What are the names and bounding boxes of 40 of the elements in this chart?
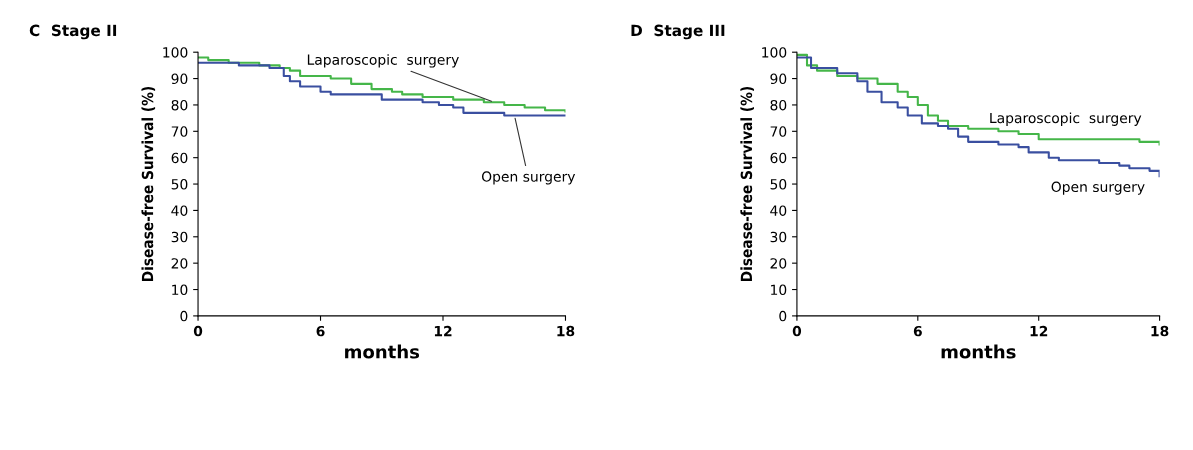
x-tick-label: 0 [792, 325, 802, 337]
y-tick-label: 90 [171, 73, 188, 85]
y-tick-label: 80 [171, 99, 188, 111]
x-tick-label: 0 [193, 325, 203, 337]
x-axis-title: months [941, 344, 1016, 359]
y-tick-label: 70 [770, 126, 787, 137]
y-tick-label: 10 [771, 284, 787, 295]
y-tick-label: 100 [163, 47, 188, 58]
y-tick-label: 30 [770, 231, 787, 243]
x-axis-title: months [345, 344, 420, 359]
y-axis-title: Disease-free Survival (%) [740, 86, 754, 282]
y-axis-title: Disease-free Survival (%) [141, 86, 156, 282]
y-tick-label: 40 [770, 205, 787, 216]
x-tick-label: 12 [1030, 325, 1048, 337]
text: C Stage II [29, 24, 117, 40]
y-tick-label: 50 [770, 179, 787, 190]
x-tick-label: 6 [913, 325, 922, 337]
x-tick-label: 18 [1151, 325, 1169, 337]
x-tick-label: 6 [316, 325, 325, 337]
y-tick-label: 20 [770, 258, 787, 269]
y-tick-label: 30 [171, 231, 188, 243]
y-tick-label: 100 [762, 47, 787, 58]
chart-title: D Stage III [631, 24, 725, 40]
y-tick-label: 80 [770, 99, 787, 111]
y-tick-label: 60 [770, 152, 787, 164]
y-tick-label: 90 [770, 73, 787, 85]
annotation: Laparoscopic surgery [307, 54, 459, 68]
y-tick-label: 60 [171, 152, 188, 164]
y-tick-label: 50 [171, 179, 188, 190]
y-tick-label: 70 [171, 126, 188, 137]
annotation: Open surgery [481, 171, 576, 185]
annotation: Open surgery [1051, 181, 1145, 195]
y-tick-label: 20 [171, 258, 188, 269]
y-tick-label: 40 [171, 205, 188, 216]
x-tick-label: 12 [434, 325, 452, 337]
y-tick-label: 0 [180, 310, 188, 322]
annotation: Laparoscopic surgery [990, 112, 1142, 126]
y-tick-label: 0 [779, 310, 787, 322]
x-tick-label: 18 [557, 325, 575, 337]
y-tick-label: 10 [172, 284, 188, 295]
